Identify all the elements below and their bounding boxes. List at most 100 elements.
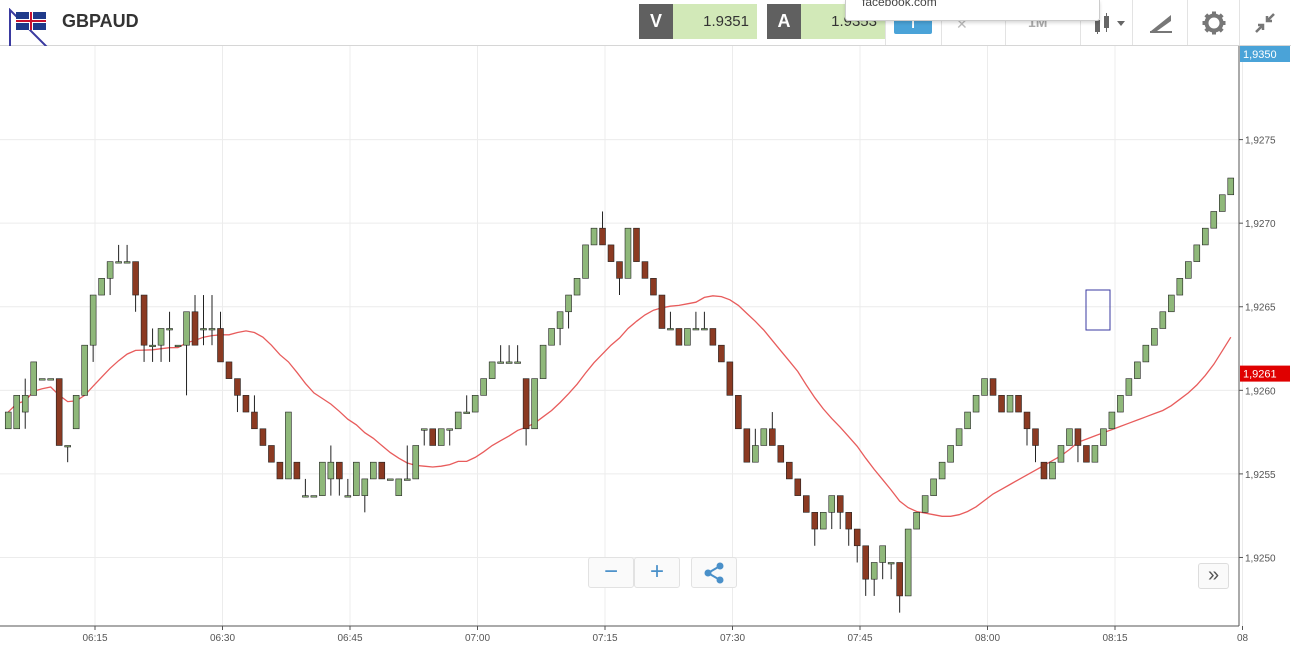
buy-value: 1.9353: [801, 4, 885, 39]
candle-down: [896, 562, 903, 597]
ma-price-badge: [1240, 365, 1290, 382]
candle-down: [234, 378, 241, 396]
candle-up: [208, 328, 216, 331]
candle-up: [1193, 244, 1201, 262]
settings-button[interactable]: [1187, 0, 1239, 45]
chart-grid: [0, 46, 1291, 657]
x-tick-label: 06:45: [337, 633, 362, 644]
candle-up: [13, 395, 21, 430]
candle-up: [106, 261, 114, 279]
candle-up: [115, 261, 122, 264]
candle-down: [522, 378, 530, 430]
candle-up: [183, 311, 190, 346]
candle-up: [310, 495, 318, 498]
x-axis: 06:15 06:30 06:45 07:00 07:15 07:30 07:45 08:00…: [0, 625, 1249, 644]
candle-down: [726, 361, 734, 396]
candle-up: [752, 445, 759, 463]
candle-down: [718, 344, 725, 363]
candle-up: [921, 495, 929, 513]
candle-down: [845, 512, 852, 530]
candle-up: [1142, 344, 1150, 363]
candle-up: [420, 428, 428, 431]
candle-up: [480, 378, 487, 396]
candle-up: [319, 461, 326, 496]
candle-down: [191, 311, 199, 346]
x-tick-label: 07:30: [720, 633, 745, 644]
collapse-button[interactable]: [1239, 0, 1291, 45]
candle-down: [650, 278, 657, 296]
x-tick-label: 06:15: [82, 633, 107, 644]
candle-up: [1117, 395, 1124, 413]
candle-down: [336, 461, 343, 480]
candle-down: [378, 461, 386, 480]
y-axis: 1,9275 1,9270 1,9265 1,9260 1,9255 1,9250 1,93…: [1238, 46, 1290, 626]
candle-up: [497, 361, 504, 364]
candle-up: [89, 294, 97, 346]
draw-tool-button[interactable]: [1132, 0, 1187, 45]
candle-up: [72, 395, 80, 430]
scroll-to-latest-button[interactable]: »: [1198, 563, 1229, 589]
candle-down: [225, 361, 233, 379]
candle-up: [471, 395, 479, 413]
candle-up: [1202, 227, 1209, 246]
candle-down: [777, 445, 785, 463]
zoom-out-button[interactable]: −: [588, 557, 634, 588]
candle-up: [1227, 177, 1235, 196]
candle-up: [556, 311, 564, 329]
candle-up: [157, 328, 165, 346]
candle-up: [582, 244, 589, 279]
candle-down: [1015, 395, 1022, 413]
buy-quote-button[interactable]: A 1.9353: [767, 4, 885, 39]
candle-up: [573, 278, 581, 296]
candle-down: [836, 495, 844, 513]
candle-down: [709, 328, 717, 346]
candle-down: [599, 227, 606, 246]
candle-down: [242, 395, 250, 413]
candle-up: [913, 512, 920, 530]
share-button[interactable]: [691, 557, 737, 588]
candle-up: [930, 478, 937, 496]
price-chart[interactable]: 1,9275 1,9270 1,9265 1,9260 1,9255 1,9250 1,93…: [0, 46, 1291, 657]
y-tick-label: 1,9250: [1245, 553, 1276, 564]
compare-button[interactable]: ✕: [941, 0, 1005, 45]
candle-up: [667, 328, 674, 331]
candle-down: [811, 512, 819, 530]
x-tick-label: 08: [1237, 633, 1249, 644]
candle-down: [633, 227, 640, 262]
candle-up: [981, 378, 988, 396]
candle-up: [1091, 445, 1099, 463]
gear-icon: [1202, 11, 1226, 35]
compare-icon: ✕: [956, 16, 968, 32]
candle-down: [607, 244, 615, 262]
candle-up: [344, 495, 352, 498]
candle-up: [463, 411, 470, 414]
candle-up: [1176, 278, 1184, 296]
buy-label: A: [767, 4, 801, 39]
candle-up: [454, 411, 462, 430]
candle-up: [38, 378, 46, 381]
candle-up: [1049, 461, 1056, 480]
zoom-in-button[interactable]: +: [634, 557, 680, 588]
draw-tool-icon: [1150, 15, 1172, 33]
candle-down: [989, 378, 997, 396]
candle-down: [769, 428, 776, 446]
sell-quote-button[interactable]: V 1.9351: [639, 4, 757, 39]
tooltip-text: facebook.com: [862, 0, 937, 9]
candle-down: [616, 261, 623, 279]
candle-up: [1125, 378, 1133, 396]
candle-up: [701, 328, 708, 331]
candle-up: [174, 344, 182, 347]
top-toolbar: GBPAUD V 1.9351 A 1.9353 I ✕ 1M: [0, 0, 1291, 57]
candle-up: [760, 428, 768, 446]
candle-up: [200, 328, 207, 331]
candle-up: [166, 328, 173, 331]
sell-value: 1.9351: [673, 4, 757, 39]
candle-up: [403, 478, 411, 481]
candle-up: [149, 344, 156, 347]
candle-up: [361, 478, 369, 496]
candle-down: [1074, 428, 1082, 446]
candle-up: [972, 395, 980, 413]
candle-up: [904, 528, 912, 597]
candle-down: [641, 261, 649, 279]
ma-price-label: 1,9261: [1243, 369, 1277, 381]
